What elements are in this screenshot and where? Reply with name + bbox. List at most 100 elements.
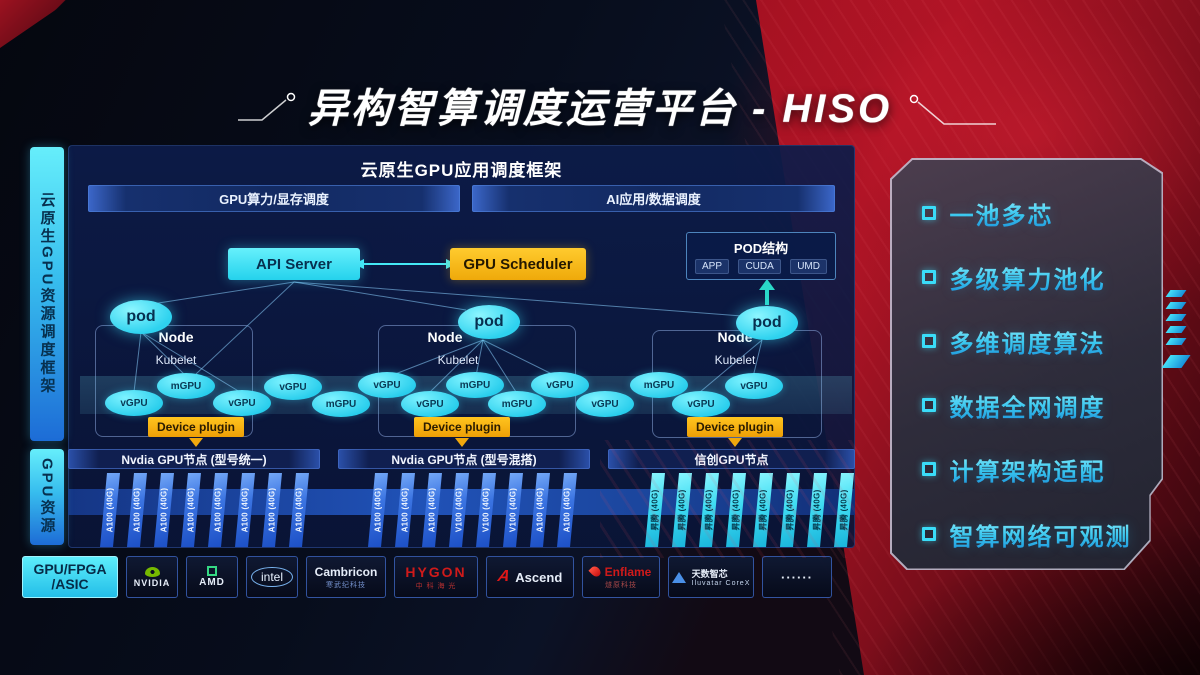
vendor-intel: intel (246, 556, 298, 598)
vendor-iluvatar: 天数智芯 Iluvatar CoreX (668, 556, 754, 598)
feature-item: 一池多芯 (921, 196, 1054, 231)
gpu-card: 昇腾 (40G) (780, 473, 800, 547)
vendor-more: ······ (762, 556, 832, 598)
gpu-card: V100 (40G) (476, 473, 496, 547)
feature-panel-inner: 一池多芯 多级算力池化 多维调度算法 数据全网调度 计算架构适配 智算网络可观测 (891, 159, 1162, 569)
rail-cloud-native-gpu-framework: 云原生GPU资源调度框架 (30, 147, 64, 441)
feature-item: 多级算力池化 (921, 260, 1106, 295)
gpu-unit: mGPU (157, 373, 215, 399)
feature-item: 数据全网调度 (921, 388, 1106, 423)
pod-structure-box: POD结构 APP CUDA UMD (686, 232, 836, 280)
square-bullet-icon (921, 270, 936, 284)
gpu-unit: mGPU (630, 372, 688, 398)
gpu-unit: vGPU (401, 391, 459, 417)
feature-panel: 一池多芯 多级算力池化 多维调度算法 数据全网调度 计算架构适配 智算网络可观测 (890, 158, 1163, 570)
iluvatar-logo-icon (671, 571, 686, 583)
gpu-card: A100 (40G) (127, 473, 147, 547)
feature-item: 计算架构适配 (921, 452, 1106, 487)
gpu-card: A100 (40G) (100, 473, 120, 547)
down-arrow-icon (728, 438, 742, 454)
gpu-unit: vGPU (264, 374, 322, 400)
chip-category-box: GPU/FPGA /ASIC (22, 556, 118, 598)
square-bullet-icon (921, 398, 936, 412)
intel-logo-icon: intel (250, 567, 293, 587)
page-title: 异构智算调度运营平台 - HISO (307, 87, 893, 131)
gpu-card: A100 (40G) (395, 473, 415, 547)
framework-header: 云原生GPU应用调度框架 (360, 161, 563, 180)
gpu-unit: vGPU (672, 391, 730, 417)
gpu-unit: vGPU (576, 391, 634, 417)
gpu-card: A100 (40G) (530, 473, 550, 547)
card-group-1: A100 (40G) A100 (40G) A100 (40G) A100 (4… (100, 473, 309, 547)
group-nvidia-uniform: Nvdia GPU节点 (型号统一) (68, 449, 320, 469)
square-bullet-icon (921, 206, 936, 220)
api-server-box: API Server (228, 248, 360, 280)
gpu-unit: vGPU (213, 390, 271, 416)
card-group-3: 昇腾 (40G) 昇腾 (40G) 昇腾 (40G) 昇腾 (40G) 昇腾 (… (645, 473, 854, 547)
enflame-logo-icon (588, 564, 603, 579)
gpu-unit: vGPU (358, 372, 416, 398)
group-nvidia-mixed: Nvdia GPU节点 (型号混搭) (338, 449, 590, 469)
gpu-card: A100 (40G) (262, 473, 282, 547)
bar-gpu-compute-scheduling: GPU算力/显存调度 (88, 185, 460, 212)
gpu-card: A100 (40G) (154, 473, 174, 547)
gpu-card: 昇腾 (40G) (834, 473, 854, 547)
vendor-hygon: HYGON 中 科 海 光 (394, 556, 478, 598)
pod-bubble-1: pod (110, 300, 172, 334)
node-1-kubelet: Kubelet (155, 353, 197, 367)
gpu-scheduler-box: GPU Scheduler (450, 248, 586, 280)
bar-ai-data-scheduling: AI应用/数据调度 (472, 185, 835, 212)
down-arrow-icon (455, 438, 469, 454)
device-plugin-1: Device plugin (148, 417, 244, 437)
vendor-ascend: A Ascend (486, 556, 574, 598)
node-3-kubelet: Kubelet (714, 353, 756, 367)
gpu-card: A100 (40G) (368, 473, 388, 547)
device-plugin-2: Device plugin (414, 417, 510, 437)
gpu-unit: vGPU (531, 372, 589, 398)
vendor-cambricon: Cambricon 寒武纪科技 (306, 556, 386, 598)
gpu-card: V100 (40G) (449, 473, 469, 547)
pod-structure-title: POD结构 (733, 241, 789, 256)
gpu-card: 昇腾 (40G) (645, 473, 665, 547)
device-plugin-3: Device plugin (687, 417, 783, 437)
pod-layer-app: APP (695, 259, 730, 274)
gpu-unit: mGPU (488, 391, 546, 417)
gpu-card: 昇腾 (40G) (699, 473, 719, 547)
nvidia-logo-icon (144, 566, 160, 577)
gpu-card: A100 (40G) (181, 473, 201, 547)
pod-bubble-3: pod (736, 306, 798, 340)
gpu-card: A100 (40G) (235, 473, 255, 547)
hardware-vendor-bar: GPU/FPGA /ASIC NVIDIA AMD intel Cambrico… (22, 556, 832, 598)
ascend-logo-icon: A (496, 568, 512, 585)
gpu-unit: vGPU (105, 390, 163, 416)
vendor-amd: AMD (186, 556, 238, 598)
pod-layer-umd: UMD (790, 259, 827, 274)
gpu-unit: vGPU (725, 373, 783, 399)
card-group-2: A100 (40G) A100 (40G) A100 (40G) V100 (4… (368, 473, 577, 547)
rail-gpu-resources: GPU资源 (30, 449, 64, 545)
square-bullet-icon (921, 334, 936, 348)
node-1-label: Node (158, 329, 194, 345)
gpu-card: A100 (40G) (422, 473, 442, 547)
gpu-card: 昇腾 (40G) (753, 473, 773, 547)
gpu-card: A100 (40G) (557, 473, 577, 547)
gpu-card: A100 (40G) (208, 473, 228, 547)
square-bullet-icon (921, 462, 936, 476)
feature-item: 多维调度算法 (921, 324, 1106, 359)
down-arrow-icon (189, 438, 203, 454)
group-xinchuang: 信创GPU节点 (608, 449, 855, 469)
amd-logo-icon (207, 566, 217, 576)
feature-item: 智算网络可观测 (921, 517, 1132, 552)
gpu-card: 昇腾 (40G) (672, 473, 692, 547)
vendor-enflame: Enflame 燧原科技 (582, 556, 660, 598)
gpu-unit: mGPU (312, 391, 370, 417)
gpu-card: V100 (40G) (503, 473, 523, 547)
gpu-card: 昇腾 (40G) (807, 473, 827, 547)
node-2-kubelet: Kubelet (437, 353, 479, 367)
gpu-card: 昇腾 (40G) (726, 473, 746, 547)
vendor-nvidia: NVIDIA (126, 556, 178, 598)
gpu-card: A100 (40G) (289, 473, 309, 547)
pod-layer-cuda: CUDA (738, 259, 781, 274)
square-bullet-icon (921, 527, 936, 541)
